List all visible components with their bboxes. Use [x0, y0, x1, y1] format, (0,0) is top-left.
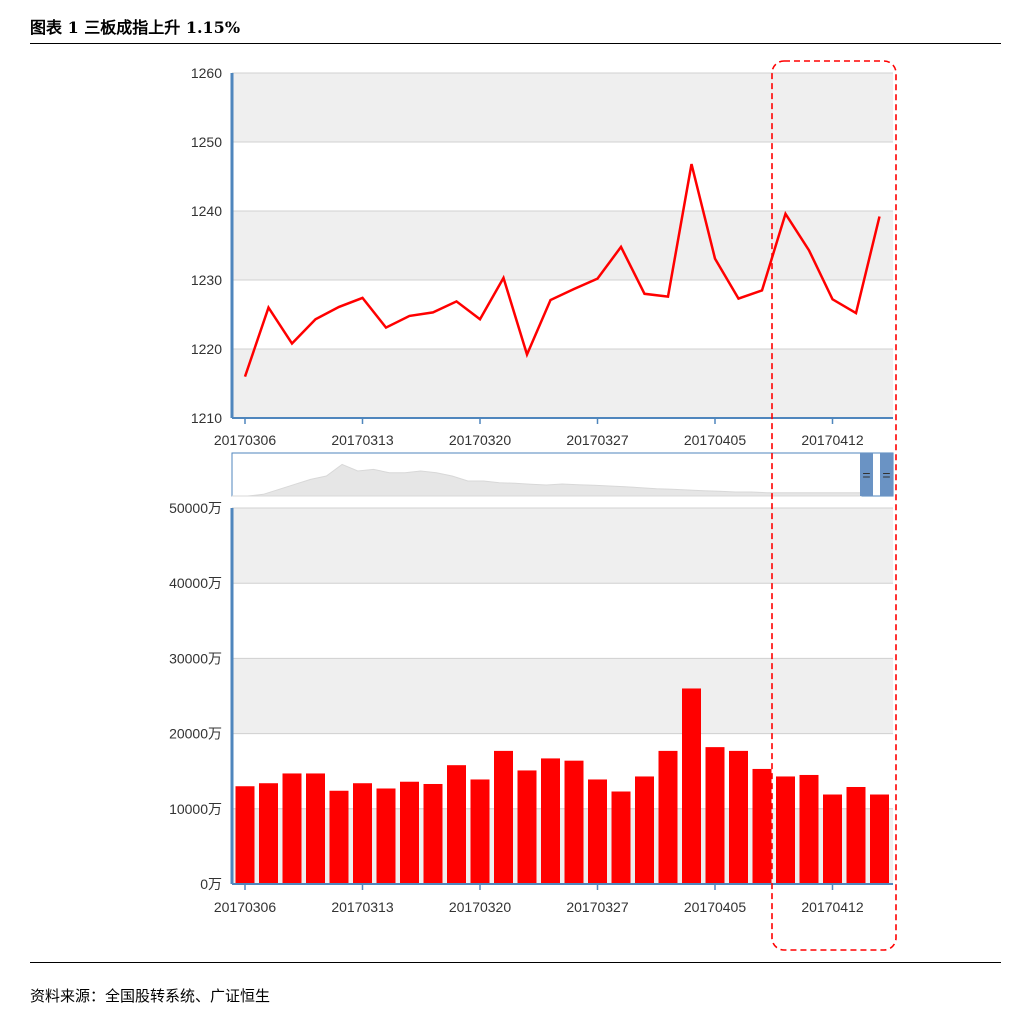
volume-bars	[235, 688, 889, 884]
price-x-ticks	[244, 418, 834, 424]
price-x-tick-label: 20170412	[801, 432, 864, 448]
volume-bar	[306, 773, 325, 884]
volume-band	[232, 508, 893, 584]
price-x-tick-label: 20170320	[449, 432, 512, 448]
volume-bar	[682, 688, 701, 884]
volume-bar	[776, 776, 795, 884]
volume-y-tick-label: 30000万	[169, 650, 222, 666]
navigator-handle-left[interactable]	[860, 453, 873, 496]
volume-bar	[517, 770, 537, 884]
volume-y-axis-labels: 50000万 40000万 30000万 20000万 10000万 0万	[169, 500, 222, 892]
navigator-grip-left-icon: =	[862, 467, 870, 483]
volume-band	[232, 658, 893, 734]
volume-bar	[588, 779, 607, 884]
navigator-grip-right-icon: =	[882, 467, 890, 483]
volume-bar	[846, 786, 866, 884]
price-y-tick-label: 1240	[191, 203, 222, 219]
price-band	[232, 349, 893, 418]
price-chart-bands	[232, 73, 893, 418]
price-band	[232, 280, 893, 349]
price-series-line	[243, 163, 881, 378]
price-y-tick-label: 1210	[191, 410, 222, 426]
volume-x-tick-label: 20170405	[684, 899, 747, 915]
volume-x-tick-label: 20170306	[214, 899, 277, 915]
volume-x-tick-label: 20170327	[566, 899, 629, 915]
price-x-tick-label: 20170327	[566, 432, 629, 448]
price-chart-gridlines	[232, 72, 893, 419]
price-x-tick-label: 20170405	[684, 432, 747, 448]
volume-bar	[799, 774, 819, 884]
price-x-tick-label: 20170313	[331, 432, 394, 448]
volume-band	[232, 583, 893, 659]
volume-bar	[423, 783, 443, 884]
price-y-tick-label: 1230	[191, 272, 222, 288]
volume-y-tick-label: 50000万	[169, 500, 222, 516]
price-band	[232, 142, 893, 211]
volume-bar	[235, 786, 255, 884]
figure-title: 图表 1 三板成指上升 1.15%	[30, 18, 241, 37]
volume-bar	[564, 760, 584, 884]
price-y-tick-label: 1220	[191, 341, 222, 357]
price-band	[232, 211, 893, 280]
volume-y-tick-label: 10000万	[169, 801, 222, 817]
volume-bar	[752, 768, 772, 884]
volume-x-ticks	[244, 884, 834, 890]
volume-bar	[541, 758, 560, 884]
volume-x-tick-label: 20170313	[331, 899, 394, 915]
volume-bar	[705, 747, 725, 884]
volume-y-tick-label: 0万	[200, 876, 222, 892]
volume-bar	[635, 776, 654, 884]
volume-bar	[611, 791, 631, 884]
volume-x-axis-labels: 20170306 20170313 20170320 20170327 20170405…	[214, 899, 864, 915]
volume-bar	[400, 781, 419, 884]
navigator-area	[232, 463, 862, 497]
price-y-tick-label: 1250	[191, 134, 222, 150]
volume-y-tick-label: 40000万	[169, 575, 222, 591]
volume-bar	[447, 765, 466, 884]
volume-bar	[376, 788, 396, 884]
volume-bar	[494, 750, 513, 884]
volume-bar	[470, 779, 490, 884]
volume-x-tick-label: 20170320	[449, 899, 512, 915]
highlight-box	[771, 60, 897, 951]
volume-bar	[658, 750, 678, 884]
source-note: 资料来源：全国股转系统、广证恒生	[30, 987, 271, 1005]
volume-y-tick-label: 20000万	[169, 726, 222, 742]
price-band	[232, 73, 893, 142]
price-y-axis-labels: 1260 1250 1240 1230 1220 1210	[191, 65, 222, 426]
volume-bar	[870, 794, 889, 884]
navigator-handle-right[interactable]	[880, 453, 893, 496]
price-x-tick-label: 20170306	[214, 432, 277, 448]
volume-x-tick-label: 20170412	[801, 899, 864, 915]
bottom-rule	[30, 962, 1001, 963]
price-y-tick-label: 1260	[191, 65, 222, 81]
volume-bar	[729, 750, 748, 884]
top-rule	[30, 43, 1001, 44]
range-navigator[interactable]: = =	[231, 452, 894, 497]
volume-bar	[259, 783, 278, 884]
volume-bar	[353, 783, 372, 884]
volume-bar	[282, 773, 302, 884]
volume-bar	[329, 790, 349, 884]
price-x-axis-labels: 20170306 20170313 20170320 20170327 20170405…	[214, 432, 864, 448]
volume-bar	[823, 794, 842, 884]
